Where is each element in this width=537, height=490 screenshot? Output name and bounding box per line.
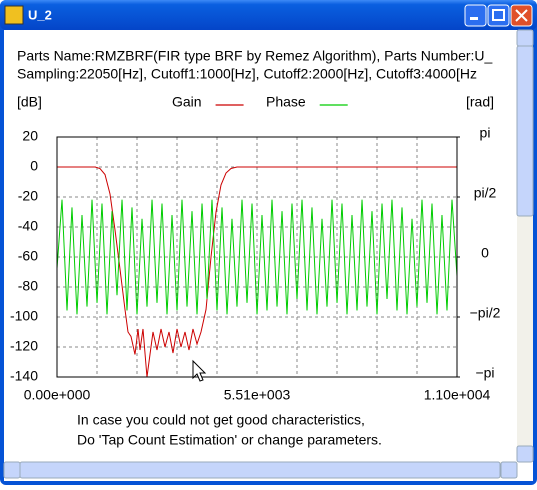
y-tick-label: -20 bbox=[18, 188, 38, 204]
y-tick-label: -80 bbox=[18, 278, 38, 294]
app-icon bbox=[4, 5, 24, 25]
y2-tick-label: −pi bbox=[475, 365, 494, 381]
minimize-button[interactable] bbox=[464, 4, 487, 27]
scroll-up-button[interactable] bbox=[516, 29, 534, 47]
title-bar bbox=[0, 0, 537, 30]
y-tick-label: -140 bbox=[10, 368, 38, 384]
series-line bbox=[56, 199, 458, 315]
maximize-icon bbox=[492, 9, 505, 21]
x-tick-label: 1.10e+004 bbox=[424, 387, 491, 403]
window-title: U_2 bbox=[28, 7, 52, 22]
mouse-cursor bbox=[192, 359, 207, 382]
y2-tick-label: pi/2 bbox=[474, 185, 497, 201]
x-tick-label: 0.00e+000 bbox=[24, 387, 91, 403]
legend-label: Phase bbox=[266, 94, 306, 110]
y2-axis-label: [rad] bbox=[466, 94, 494, 110]
scroll-down-button[interactable] bbox=[516, 445, 534, 463]
series-line bbox=[57, 166, 457, 378]
y-tick-label: -60 bbox=[18, 248, 38, 264]
scroll-thumb[interactable] bbox=[516, 45, 534, 217]
note: Do 'Tap Count Estimation' or change para… bbox=[77, 432, 382, 448]
minimize-icon bbox=[470, 17, 478, 20]
scroll-right-button[interactable] bbox=[500, 461, 518, 479]
y-tick-label: -120 bbox=[10, 338, 38, 354]
y2-tick-label: 0 bbox=[481, 245, 489, 261]
info-line: Parts Name:RMZBRF(FIR type BRF by Remez … bbox=[17, 48, 493, 64]
y-tick-label: 20 bbox=[22, 128, 38, 144]
x-tick-label: 5.51e+003 bbox=[224, 387, 291, 403]
y-tick-label: -100 bbox=[10, 308, 38, 324]
plot-border bbox=[56, 136, 458, 378]
maximize-button[interactable] bbox=[487, 4, 510, 27]
note: In case you could not get good character… bbox=[77, 412, 365, 428]
close-icon bbox=[515, 9, 528, 22]
y-axis-label: [dB] bbox=[17, 94, 42, 110]
scroll-thumb[interactable] bbox=[19, 461, 501, 479]
y-tick-label: -40 bbox=[18, 218, 38, 234]
info-line: Sampling:22050[Hz], Cutoff1:1000[Hz], Cu… bbox=[17, 66, 477, 82]
scroll-left-button[interactable] bbox=[3, 461, 21, 479]
y-tick-label: 0 bbox=[30, 158, 38, 174]
legend-label: Gain bbox=[172, 94, 202, 110]
y2-tick-label: pi bbox=[480, 125, 491, 141]
chart: 0.00e+000 5.51e+003 1.10e+004 20 0 -20 -40 -60 -… bbox=[10, 94, 501, 403]
y2-tick-label: −pi/2 bbox=[470, 305, 501, 321]
